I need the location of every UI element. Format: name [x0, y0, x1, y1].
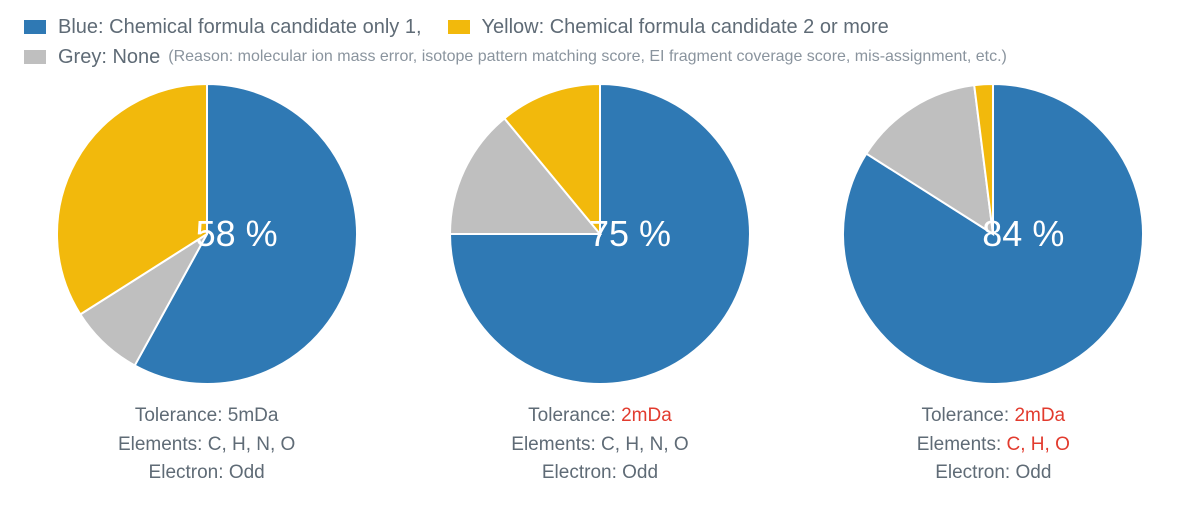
legend-grey-subnote: (Reason: molecular ion mass error, isoto… — [168, 45, 1007, 69]
legend-row-1: Blue: Chemical formula candidate only 1,… — [24, 12, 1176, 42]
pie-2: 75 % — [450, 84, 750, 384]
pie-percent-label: 84 % — [982, 213, 1064, 255]
caption-prefix: Electron: — [149, 462, 229, 483]
caption-line: Electron: Odd — [511, 459, 688, 488]
legend-row-2: Grey: None (Reason: molecular ion mass e… — [24, 42, 1176, 72]
caption-line: Tolerance: 5mDa — [118, 402, 295, 431]
caption-value: 2mDa — [1014, 405, 1065, 426]
swatch-yellow — [448, 20, 470, 34]
caption-value: Odd — [622, 462, 658, 483]
chart-caption: Tolerance: 5mDaElements: C, H, N, OElect… — [118, 402, 295, 488]
caption-line: Elements: C, H, N, O — [511, 431, 688, 460]
swatch-grey — [24, 50, 46, 64]
caption-line: Elements: C, H, N, O — [118, 431, 295, 460]
pie-3: 84 % — [843, 84, 1143, 384]
chart-column: 75 %Tolerance: 2mDaElements: C, H, N, OE… — [410, 84, 790, 488]
swatch-blue — [24, 20, 46, 34]
caption-prefix: Elements: — [917, 434, 1007, 455]
caption-line: Electron: Odd — [118, 459, 295, 488]
caption-value: C, H, N, O — [208, 434, 296, 455]
caption-value: C, H, N, O — [601, 434, 689, 455]
caption-prefix: Tolerance: — [528, 405, 621, 426]
caption-line: Tolerance: 2mDa — [511, 402, 688, 431]
caption-line: Tolerance: 2mDa — [917, 402, 1070, 431]
charts-row: 58 %Tolerance: 5mDaElements: C, H, N, OE… — [0, 76, 1200, 488]
caption-value: C, H, O — [1007, 434, 1070, 455]
caption-prefix: Electron: — [542, 462, 622, 483]
caption-prefix: Tolerance: — [135, 405, 228, 426]
caption-value: Odd — [1015, 462, 1051, 483]
chart-column: 84 %Tolerance: 2mDaElements: C, H, OElec… — [803, 84, 1183, 488]
caption-line: Elements: C, H, O — [917, 431, 1070, 460]
legend: Blue: Chemical formula candidate only 1,… — [0, 0, 1200, 76]
legend-label-yellow: Yellow: Chemical formula candidate 2 or … — [482, 12, 889, 42]
caption-prefix: Electron: — [935, 462, 1015, 483]
chart-column: 58 %Tolerance: 5mDaElements: C, H, N, OE… — [17, 84, 397, 488]
chart-caption: Tolerance: 2mDaElements: C, H, OElectron… — [917, 402, 1070, 488]
caption-value: 5mDa — [228, 405, 279, 426]
legend-label-grey: Grey: None — [58, 42, 160, 72]
caption-value: 2mDa — [621, 405, 672, 426]
caption-value: Odd — [229, 462, 265, 483]
chart-caption: Tolerance: 2mDaElements: C, H, N, OElect… — [511, 402, 688, 488]
caption-prefix: Elements: — [511, 434, 601, 455]
pie-percent-label: 75 % — [589, 213, 671, 255]
legend-label-blue: Blue: Chemical formula candidate only 1, — [58, 12, 422, 42]
caption-prefix: Elements: — [118, 434, 208, 455]
caption-prefix: Tolerance: — [921, 405, 1014, 426]
pie-1: 58 % — [57, 84, 357, 384]
caption-line: Electron: Odd — [917, 459, 1070, 488]
pie-percent-label: 58 % — [196, 213, 278, 255]
